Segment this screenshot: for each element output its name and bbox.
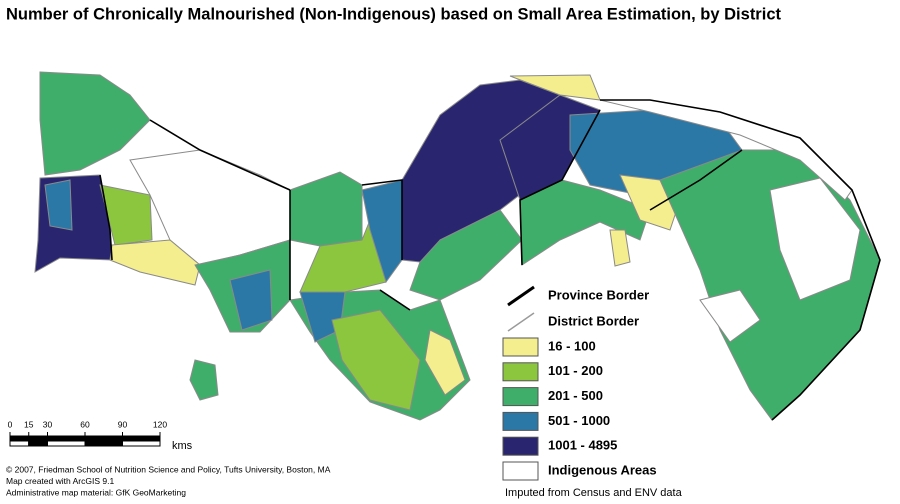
scale-tick-label: 0 [8, 419, 13, 429]
district-region [44, 179, 73, 231]
scale-segment [122, 435, 161, 442]
map-title: Number of Chronically Malnourished (Non-… [6, 5, 781, 23]
district-region [289, 171, 363, 247]
district-region [424, 329, 466, 396]
legend-line [507, 312, 535, 332]
legend-label: 101 - 200 [548, 363, 603, 378]
legend-label: 16 - 100 [548, 338, 596, 353]
district-region [99, 184, 153, 246]
scale-tick-label: 30 [43, 419, 53, 429]
scale-bar: 0 15 30 60 90 120 kms [8, 419, 193, 452]
district-region [519, 179, 651, 266]
district-region [331, 309, 421, 411]
district-region [39, 71, 151, 176]
district-region [189, 359, 219, 401]
district-region [409, 209, 523, 301]
scale-segment [9, 440, 30, 447]
scale-segment [28, 440, 48, 447]
credit-line: Administrative map material: GfK GeoMark… [6, 487, 186, 497]
scale-segment [122, 440, 161, 447]
scale-segment [9, 435, 30, 442]
scale-tick-label: 90 [118, 419, 128, 429]
scale-tick-label: 15 [24, 419, 34, 429]
district-region [609, 229, 631, 267]
map [34, 71, 881, 421]
scale-segment [47, 435, 86, 442]
legend-swatch [502, 411, 539, 431]
scale-segment [47, 440, 86, 447]
legend-label: Indigenous Areas [548, 462, 657, 477]
legend-label: 501 - 1000 [548, 413, 610, 428]
scale-tick-label: 60 [80, 419, 90, 429]
legend-label: District Border [548, 313, 639, 328]
scale-unit: kms [172, 440, 193, 452]
legend: Province Border District Border 16 - 100 10… [502, 285, 657, 481]
legend-swatch [502, 436, 539, 456]
scale-segment [84, 435, 123, 442]
province-borders [99, 99, 881, 421]
legend-line [507, 285, 535, 307]
district-region [109, 239, 201, 286]
district-region [699, 289, 761, 343]
district-region [229, 269, 273, 331]
scale-tick-label: 120 [153, 419, 167, 429]
credit-line: © 2007, Friedman School of Nutrition Sci… [6, 464, 331, 474]
legend-swatch [502, 337, 539, 357]
source-note: Imputed from Census and ENV data [505, 487, 683, 499]
scale-segment [28, 435, 48, 442]
district-region [361, 179, 403, 284]
scale-segment [84, 440, 123, 447]
credit-line: Map created with ArcGIS 9.1 [6, 476, 114, 486]
credits: © 2007, Friedman School of Nutrition Sci… [6, 464, 331, 497]
legend-swatch [502, 461, 539, 481]
legend-label: Province Border [548, 287, 649, 302]
legend-swatch [502, 362, 539, 382]
legend-label: 201 - 500 [548, 388, 603, 403]
legend-swatch [502, 387, 539, 407]
legend-label: 1001 - 4895 [548, 438, 617, 453]
